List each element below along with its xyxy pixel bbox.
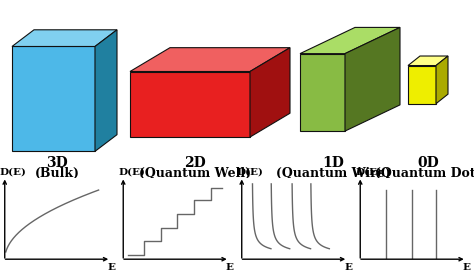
Text: (Bulk): (Bulk) (35, 167, 80, 180)
Text: 1D: 1D (322, 156, 344, 170)
Polygon shape (250, 48, 290, 137)
Text: E: E (463, 263, 471, 270)
Text: 3D: 3D (46, 156, 68, 170)
Text: E: E (226, 263, 234, 270)
Polygon shape (408, 66, 436, 104)
Polygon shape (95, 30, 117, 151)
Polygon shape (300, 28, 400, 54)
Text: E: E (107, 263, 115, 270)
Polygon shape (345, 28, 400, 131)
Text: E: E (344, 263, 352, 270)
Text: (Quantum Wire): (Quantum Wire) (275, 167, 391, 180)
Polygon shape (408, 56, 448, 66)
Text: D(E): D(E) (355, 168, 382, 177)
Text: 0D: 0D (417, 156, 439, 170)
Text: D(E): D(E) (118, 168, 145, 177)
Polygon shape (12, 30, 117, 46)
Polygon shape (436, 56, 448, 104)
Text: D(E): D(E) (0, 168, 27, 177)
Polygon shape (300, 54, 345, 131)
Polygon shape (130, 72, 250, 137)
Text: 2D: 2D (184, 156, 206, 170)
Text: (Quantum Dot): (Quantum Dot) (375, 167, 474, 180)
Text: D(E): D(E) (237, 168, 264, 177)
Polygon shape (130, 48, 290, 72)
Polygon shape (12, 46, 95, 151)
Text: (Quantum Well): (Quantum Well) (139, 167, 251, 180)
